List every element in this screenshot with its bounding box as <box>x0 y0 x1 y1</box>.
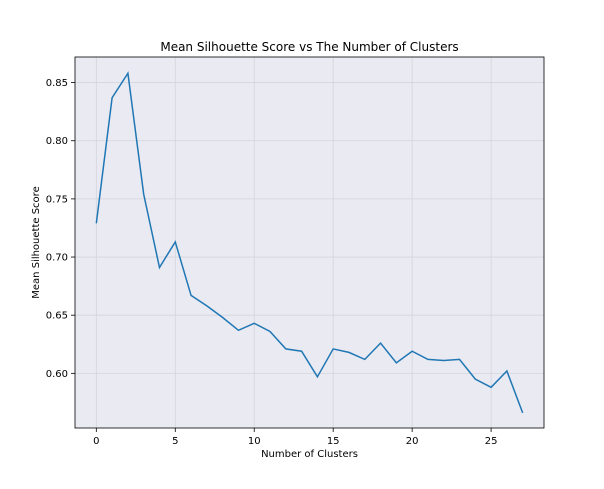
x-tick-label: 15 <box>327 436 340 447</box>
y-tick-label: 0.70 <box>46 253 68 264</box>
y-tick-label: 0.65 <box>46 311 68 322</box>
x-tick-label: 10 <box>248 436 261 447</box>
x-axis-label: Number of Clusters <box>261 449 358 460</box>
x-tick-label: 25 <box>485 436 498 447</box>
y-axis-label: Mean Silhouette Score <box>31 186 42 298</box>
y-tick-label: 0.80 <box>46 136 68 147</box>
y-axis: 0.60 0.65 0.70 0.75 0.80 0.85 <box>46 78 75 380</box>
y-tick-label: 0.75 <box>46 194 68 205</box>
plot-frame <box>74 56 545 429</box>
x-tick-label: 0 <box>93 436 99 447</box>
x-tick-label: 5 <box>172 436 178 447</box>
series-line <box>95 71 524 414</box>
x-tick-label: 20 <box>406 436 419 447</box>
plot-area <box>75 57 544 428</box>
chart-title: Mean Silhouette Score vs The Number of C… <box>160 40 458 54</box>
y-tick-label: 0.60 <box>46 369 68 380</box>
x-axis: 0 5 10 15 20 25 <box>93 428 497 447</box>
grid <box>75 57 544 428</box>
y-tick-label: 0.85 <box>46 78 68 89</box>
